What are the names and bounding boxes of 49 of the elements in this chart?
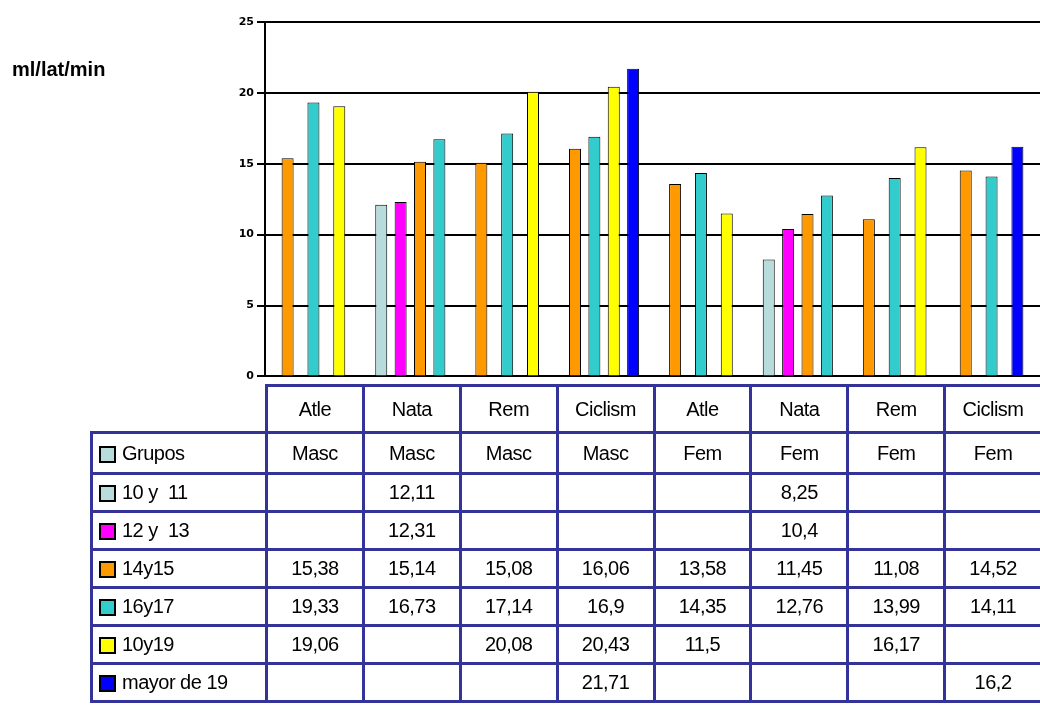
legend-label: 10y19 <box>91 625 267 664</box>
text: ml/lat/min <box>12 58 106 81</box>
category-label: Rem Masc <box>485 397 532 464</box>
legend-label: 14y15 <box>91 549 267 588</box>
data-label: 16,9 <box>557 587 654 626</box>
data-label: 16,73 <box>363 587 461 626</box>
data-label: 11,08 <box>847 549 945 588</box>
data-label: 15,14 <box>363 549 461 588</box>
y-tick-label: 0 <box>246 369 255 383</box>
data-label: 11,5 <box>654 625 751 664</box>
data-label: 13,99 <box>847 587 945 626</box>
y-tick-label: 10 <box>238 227 255 241</box>
data-label: 15,38 <box>266 549 364 588</box>
category-label: Rem Fem <box>875 397 917 464</box>
data-label: 14,52 <box>944 549 1040 588</box>
data-label: 19,06 <box>266 625 364 664</box>
data-label: 16,2 <box>944 663 1040 702</box>
data-label: 17,14 <box>460 587 558 626</box>
data-label: 13,58 <box>654 549 751 588</box>
category-label: Nata Masc <box>388 397 435 464</box>
data-label: 14,35 <box>654 587 751 626</box>
data-label: 16,06 <box>557 549 654 588</box>
y-tick-label: 5 <box>246 298 254 312</box>
category-label: Nata Fem <box>779 397 820 464</box>
data-label: 12,31 <box>363 511 461 550</box>
data-label: 16,17 <box>847 625 945 664</box>
data-label: 20,08 <box>460 625 558 664</box>
legend-label: mayor de 19 <box>91 663 267 702</box>
data-label: 20,43 <box>557 625 654 664</box>
category-label: Ciclism Masc <box>575 397 637 464</box>
data-label: 15,08 <box>460 549 558 588</box>
legend-label: 12 y 13 <box>91 511 267 550</box>
data-label: 10,4 <box>750 511 848 550</box>
y-tick-label: 20 <box>238 85 255 99</box>
category-label: Ciclism Fem <box>962 397 1024 464</box>
data-label: 11,45 <box>750 549 848 588</box>
legend-label: 16y17 <box>91 587 267 626</box>
legend-label: 10 y 11 <box>91 473 267 512</box>
category-label: Atle Fem <box>683 397 722 464</box>
category-label: Atle Masc <box>292 397 338 464</box>
data-label: 8,25 <box>750 473 848 512</box>
y-tick-label: 15 <box>238 156 254 170</box>
data-label: 12,11 <box>363 473 461 512</box>
data-label: 19,33 <box>266 587 364 626</box>
data-label: 21,71 <box>557 663 654 702</box>
data-label: 14,11 <box>944 587 1040 626</box>
data-label: 12,76 <box>750 587 848 626</box>
y-tick-label: 25 <box>238 14 254 28</box>
legend-title: Grupos <box>91 432 267 474</box>
